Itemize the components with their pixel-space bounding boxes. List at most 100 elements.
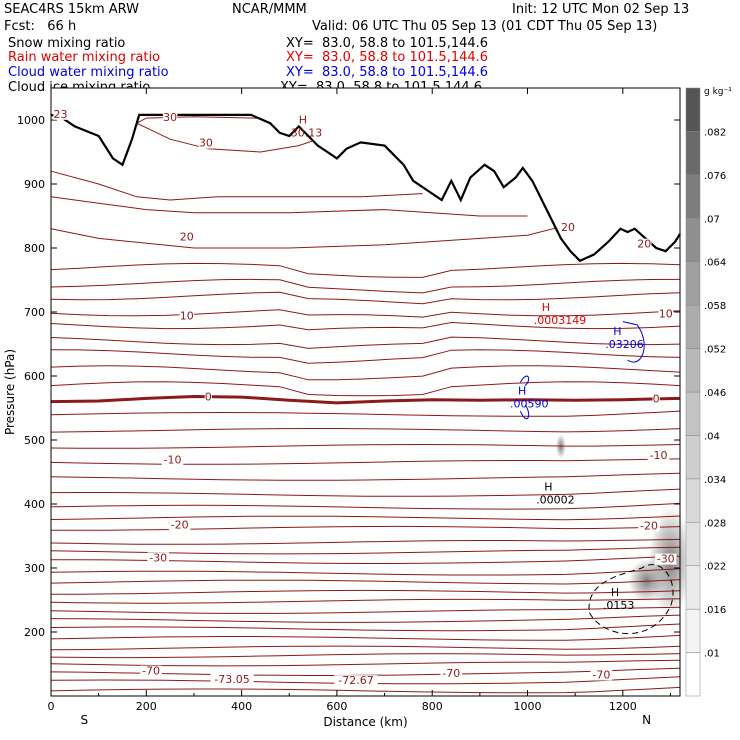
y-tick-label: 500 [24, 434, 45, 447]
colorbar-segment [685, 87, 701, 132]
south-label: S [81, 713, 89, 727]
x-tick-label: 800 [422, 700, 443, 713]
isotherm-line [50, 472, 681, 481]
contour-labels: -73.05 -72.67 -70 -70 -70 -30 -30 -20 -20 -10 -10 0… [53, 108, 677, 687]
isotherm-line [51, 555, 681, 564]
forecast-hour: Fcst: 66 h [4, 19, 77, 34]
colorbar-label: .04 [704, 431, 720, 442]
y-tick-label: 700 [24, 306, 45, 319]
colorbar-label: .01 [704, 649, 720, 660]
contour-label: 20 [561, 221, 575, 234]
colorbar: .01 .016 .022 .028 .034 .04 .046 .052 .058 .064 .0… [685, 87, 732, 697]
terrain-fill [51, 88, 680, 261]
y-tick-label: 300 [24, 562, 45, 575]
colorbar-segment [685, 608, 701, 653]
cloud-water-extremum-value: .03206 [605, 338, 644, 351]
contour-label-bg [140, 665, 162, 677]
contour-label-bg [179, 231, 195, 243]
isotherm-line [50, 488, 681, 497]
y-tick-label: 1000 [17, 114, 45, 127]
isotherm-line [50, 568, 681, 576]
colorbar-segment [685, 478, 701, 523]
colorbar-units: g kg⁻¹ [704, 87, 732, 97]
contour-label-bg [652, 393, 660, 405]
isotherm-line [50, 634, 681, 641]
cloud-water-contour [519, 375, 530, 386]
y-axis-label: Pressure (hPa) [3, 349, 17, 435]
contour-label-bg [53, 108, 68, 120]
isotherm-line [50, 443, 681, 449]
rain-extremum-value: .0003149 [534, 314, 587, 327]
isotherm-line [50, 686, 681, 694]
isotherm-line [51, 525, 681, 531]
colorbar-segment [685, 348, 701, 393]
y-tick-label: 600 [24, 370, 45, 383]
contour-label: 0 [205, 391, 212, 404]
contour-label: -30 [149, 551, 167, 564]
isotherm-line [50, 623, 681, 632]
field-xy-cloud-water: XY= 83.0, 58.8 to 101.5,144.6 [286, 65, 489, 80]
isotherm-zero-line [50, 394, 681, 405]
field-name-snow: Snow mixing ratio [8, 36, 126, 51]
hydrometeor-shading [555, 434, 693, 617]
isotherm-line [50, 598, 681, 604]
contour-label: -10 [164, 453, 182, 466]
x-tick-label: 400 [231, 700, 252, 713]
temperature-extremum-symbol: H [299, 114, 307, 127]
snow-contour [588, 564, 674, 634]
isotherm-line [50, 659, 681, 667]
contour-label: 20 [180, 231, 194, 244]
contour-label: -70 [442, 667, 460, 680]
isotherm-line [50, 349, 681, 364]
plot-axes: 0 200 400 600 800 1000 12002003004005006007008… [3, 87, 681, 729]
temperature-extremum-symbol: H [544, 480, 552, 493]
cloud-water-extremum-symbol: H [613, 325, 621, 338]
isotherm-line [51, 589, 681, 595]
contour-label-bg [560, 222, 576, 234]
contour-label-bg [204, 391, 212, 403]
contour-label: 10 [659, 307, 673, 320]
field-xy-rain: XY= 83.0, 58.8 to 101.5,144.6 [286, 50, 489, 65]
contour-label-bg [658, 308, 673, 320]
contour-label: 10 [180, 309, 194, 322]
contour-label: 23 [54, 108, 68, 121]
field-name-rain: Rain water mixing ratio [8, 50, 161, 65]
colorbar-label: .064 [704, 258, 726, 269]
isotherm-line [50, 336, 681, 349]
colorbar-label: .022 [704, 562, 726, 573]
colorbar-label: .07 [704, 214, 720, 225]
contour-label-bg [161, 454, 184, 466]
x-tick-label: 600 [326, 700, 347, 713]
contour-label-bg [440, 668, 463, 680]
cloud-water-extremum-value: .00590 [510, 397, 549, 410]
field-name-cloud-water: Cloud water mixing ratio [8, 65, 169, 80]
model-title: SEAC4RS 15km ARW [4, 2, 140, 17]
colorbar-label: .052 [704, 345, 726, 356]
isotherm-line [50, 606, 681, 614]
contour-label: -10 [650, 449, 668, 462]
colorbar-segment [685, 218, 701, 262]
colorbar-label: .082 [704, 127, 726, 138]
colorbar-segment [685, 522, 701, 566]
isotherm-line [50, 309, 681, 318]
isotherm-line [50, 538, 681, 545]
terrain-layer [50, 88, 681, 263]
x-axis-label: Distance (km) [323, 715, 407, 729]
contour-label: 30 [163, 111, 177, 124]
temperature-extremum-value: .00002 [536, 493, 575, 506]
isotherm-line [50, 458, 681, 465]
contour-label-bg [590, 669, 613, 681]
contour-label-bg [147, 552, 170, 564]
field-xy-snow: XY= 83.0, 58.8 to 101.5,144.6 [286, 36, 489, 51]
isotherm-line [50, 278, 681, 294]
org-label: NCAR/MMM [232, 2, 307, 17]
contour-label-bg [654, 553, 677, 565]
init-time: Init: 12 UTC Mon 02 Sep 13 [512, 2, 690, 17]
snow-extremum-value: .0153 [603, 599, 635, 612]
isotherm-line [50, 321, 681, 331]
isotherm-line [50, 428, 681, 433]
colorbar-segment [685, 565, 701, 610]
x-tick-label: 1200 [609, 700, 637, 713]
x-tick-label: 0 [48, 700, 55, 713]
isotherm-line [50, 381, 681, 397]
